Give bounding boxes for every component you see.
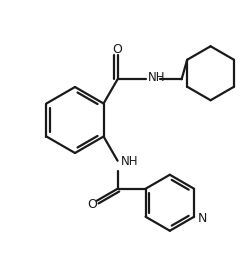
Text: NH: NH [148, 71, 165, 84]
Text: N: N [198, 212, 207, 225]
Text: O: O [87, 198, 97, 211]
Text: O: O [113, 43, 122, 56]
Text: NH: NH [120, 155, 138, 168]
